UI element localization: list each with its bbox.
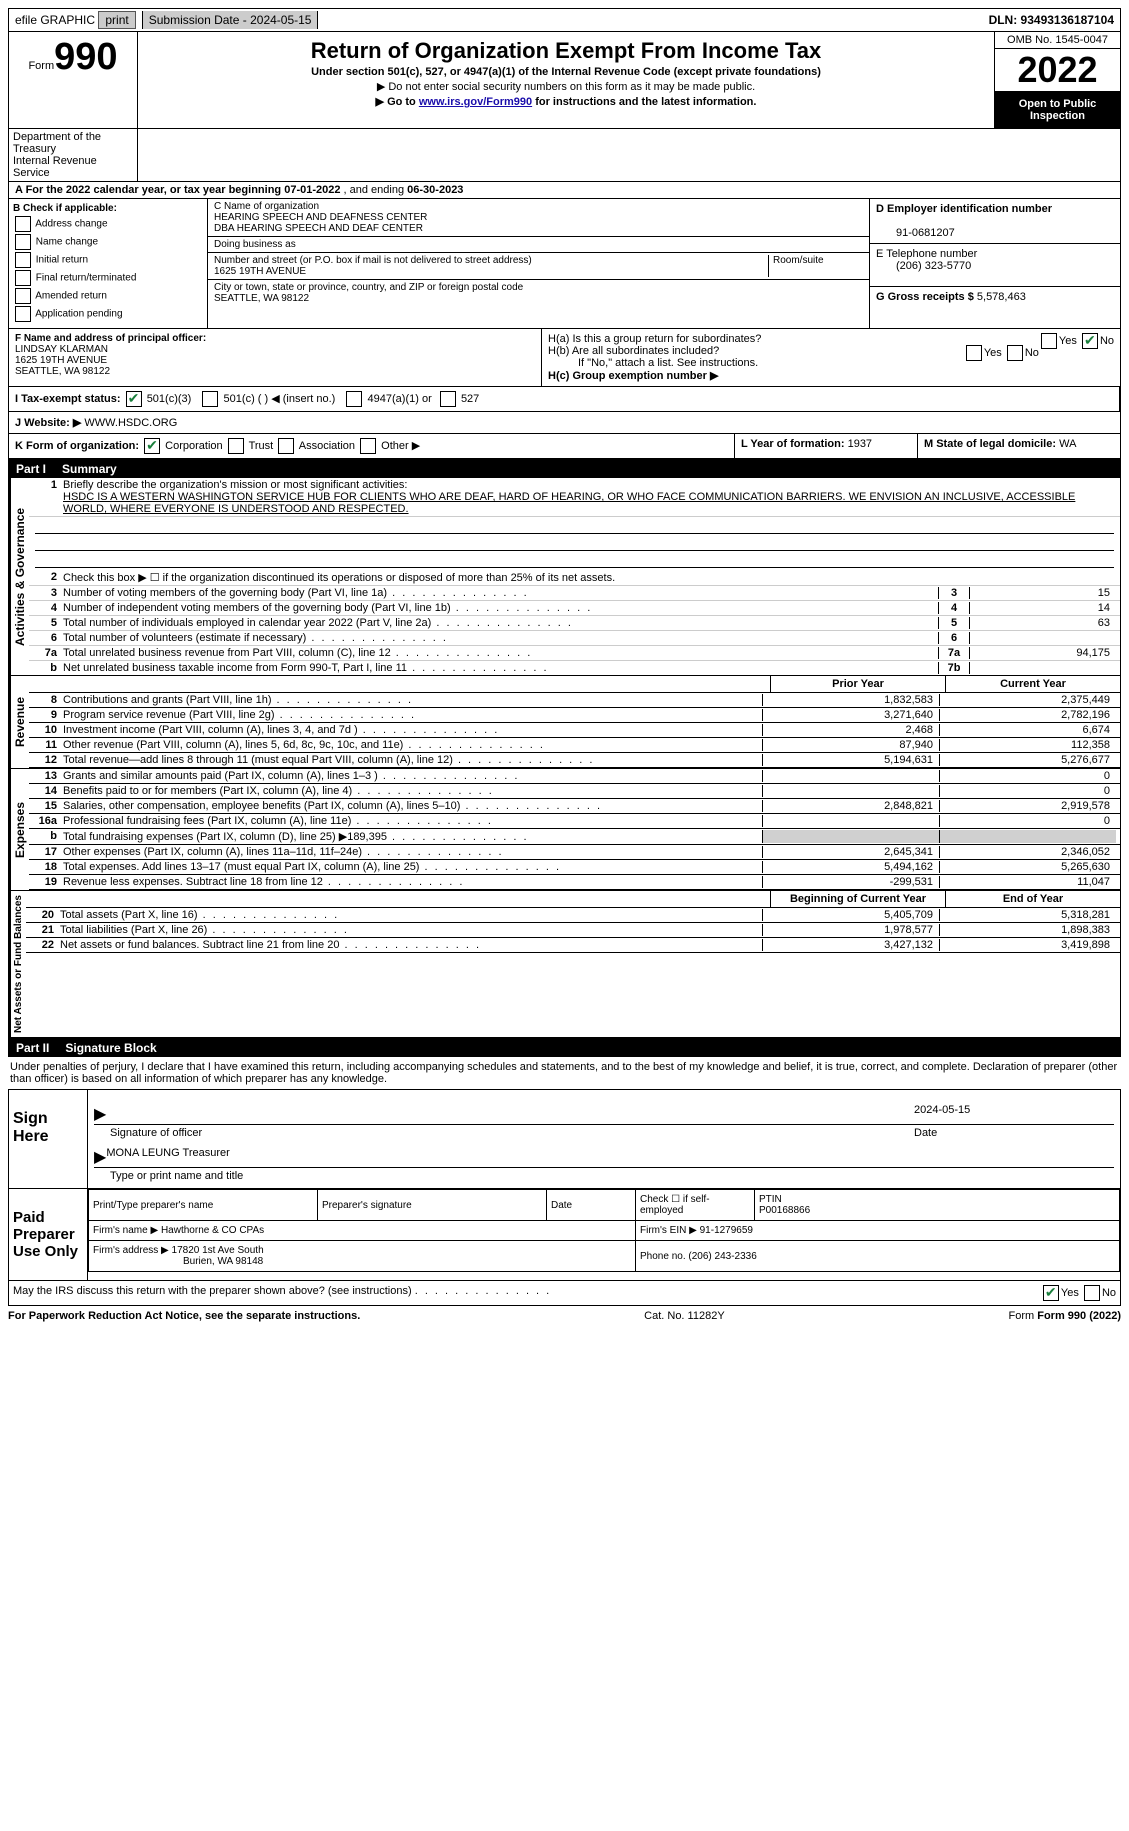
phone: (206) 323-5770	[876, 260, 971, 272]
vert-revenue: Revenue	[9, 676, 29, 768]
org-street: 1625 19TH AVENUE	[214, 266, 306, 277]
name-change-checkbox[interactable]	[15, 234, 31, 250]
section-deg: D Employer identification number91-06812…	[870, 199, 1120, 328]
form-number: 990	[54, 36, 117, 78]
firm-name: Hawthorne & CO CPAs	[161, 1225, 264, 1236]
sign-here-label: Sign Here	[9, 1090, 88, 1188]
gross-receipts: 5,578,463	[977, 291, 1026, 303]
amended-return-checkbox[interactable]	[15, 288, 31, 304]
org-dba-line: DBA HEARING SPEECH AND DEAF CENTER	[214, 223, 423, 234]
app-pending-checkbox[interactable]	[15, 306, 31, 322]
submission-date: Submission Date - 2024-05-15	[142, 11, 319, 29]
org-name: HEARING SPEECH AND DEAFNESS CENTER	[214, 212, 427, 223]
hb-no[interactable]	[1007, 345, 1023, 361]
print-button[interactable]: print	[98, 11, 135, 29]
efile-label: efile GRAPHIC	[15, 13, 95, 27]
ha-yes[interactable]	[1041, 333, 1057, 349]
vert-netassets: Net Assets or Fund Balances	[9, 891, 26, 1037]
hb-yes[interactable]	[966, 345, 982, 361]
paid-preparer-label: Paid Preparer Use Only	[9, 1189, 88, 1280]
officer-sig-name: MONA LEUNG Treasurer	[106, 1147, 229, 1167]
top-bar: efile GRAPHIC print Submission Date - 20…	[8, 8, 1121, 32]
officer-name: LINDSAY KLARMAN	[15, 344, 108, 355]
website: WWW.HSDC.ORG	[84, 417, 177, 429]
open-public: Open to Public Inspection	[995, 92, 1120, 128]
final-return-checkbox[interactable]	[15, 270, 31, 286]
row-a-tax-year: A For the 2022 calendar year, or tax yea…	[8, 182, 1121, 199]
addr-change-checkbox[interactable]	[15, 216, 31, 232]
form-word: Form	[28, 60, 54, 72]
tax-year: 2022	[995, 49, 1120, 92]
discuss-no[interactable]	[1084, 1285, 1100, 1301]
footer-form: Form 990 (2022)	[1037, 1310, 1121, 1322]
part2-header: Part IISignature Block	[8, 1039, 1121, 1057]
footer-cat: Cat. No. 11282Y	[644, 1310, 725, 1322]
corp-checkbox[interactable]	[144, 438, 160, 454]
penalty-statement: Under penalties of perjury, I declare th…	[8, 1057, 1121, 1090]
dln-label: DLN: 93493136187104	[983, 11, 1120, 29]
discuss-yes[interactable]	[1043, 1285, 1059, 1301]
under-section: Under section 501(c), 527, or 4947(a)(1)…	[146, 66, 986, 78]
ptin: P00168866	[759, 1205, 810, 1216]
vert-expenses: Expenses	[9, 769, 29, 890]
main-info-block: B Check if applicable: Address change Na…	[8, 199, 1121, 329]
row-fh: F Name and address of principal officer:…	[8, 329, 1121, 387]
501c3-checkbox[interactable]	[126, 391, 142, 407]
section-b: B Check if applicable: Address change Na…	[9, 199, 208, 328]
part1-header: Part ISummary	[8, 460, 1121, 478]
no-ssn-note: ▶ Do not enter social security numbers o…	[146, 80, 986, 93]
form-header: Form990 Return of Organization Exempt Fr…	[8, 32, 1121, 129]
footer-pra: For Paperwork Reduction Act Notice, see …	[8, 1310, 360, 1322]
section-c: C Name of organization HEARING SPEECH AN…	[208, 199, 870, 328]
ha-no[interactable]	[1082, 333, 1098, 349]
irs-link[interactable]: www.irs.gov/Form990	[419, 96, 532, 108]
mission-text: HSDC IS A WESTERN WASHINGTON SERVICE HUB…	[63, 491, 1075, 515]
form-title: Return of Organization Exempt From Incom…	[146, 38, 986, 64]
ein: 91-0681207	[876, 227, 955, 239]
initial-return-checkbox[interactable]	[15, 252, 31, 268]
org-city: SEATTLE, WA 98122	[214, 293, 309, 304]
omb-number: OMB No. 1545-0047	[995, 32, 1120, 49]
vert-activities: Activities & Governance	[9, 478, 29, 675]
